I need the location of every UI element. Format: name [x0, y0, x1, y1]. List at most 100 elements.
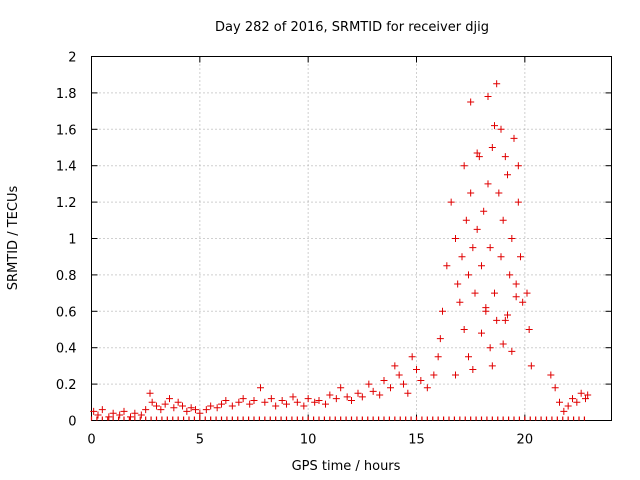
data-point — [354, 389, 362, 397]
data-point — [454, 280, 462, 288]
data-point — [120, 407, 128, 415]
data-point — [261, 398, 269, 406]
data-point — [434, 353, 442, 361]
axis-ticks: 00.20.40.60.811.21.41.61.820 5 10 15 20 — [56, 51, 612, 448]
data-point — [527, 362, 535, 370]
data-point — [408, 353, 416, 361]
data-point — [471, 289, 479, 297]
data-point — [584, 391, 592, 399]
grid — [91, 56, 612, 421]
data-point — [404, 389, 412, 397]
data-point — [207, 402, 215, 410]
data-point — [465, 353, 472, 361]
data-point — [488, 144, 496, 151]
data-point — [213, 404, 221, 412]
y-tick-label: 0.2 — [56, 378, 77, 393]
data-point — [289, 393, 297, 401]
data-point — [504, 171, 511, 179]
data-point — [137, 411, 145, 419]
data-point — [495, 189, 503, 197]
data-point — [395, 371, 403, 379]
data-point — [267, 395, 275, 403]
x-tick-label: 10 — [300, 433, 317, 448]
data-point — [473, 225, 481, 233]
data-point — [109, 409, 117, 417]
data-point — [250, 396, 258, 404]
data-point — [322, 400, 329, 408]
data-point — [228, 402, 236, 410]
data-point — [475, 153, 483, 161]
data-point — [456, 298, 464, 306]
data-point — [337, 384, 345, 392]
data-point — [460, 326, 468, 333]
data-point — [105, 413, 113, 421]
data-point — [311, 398, 319, 406]
data-point — [577, 389, 585, 397]
data-point — [551, 384, 559, 392]
data-point — [332, 395, 340, 403]
data-point — [365, 380, 373, 388]
data-point — [179, 402, 186, 410]
data-point — [246, 400, 254, 408]
data-point — [478, 329, 485, 337]
data-point — [348, 396, 355, 404]
data-point — [278, 396, 286, 404]
data-point — [525, 326, 533, 333]
data-point — [517, 253, 524, 261]
data-point — [300, 402, 308, 410]
data-point — [174, 398, 182, 406]
data-point — [116, 411, 124, 419]
chart-title: Day 282 of 2016, SRMTID for receiver dji… — [215, 20, 489, 35]
data-point — [486, 344, 494, 352]
x-tick-label: 20 — [517, 433, 534, 448]
data-point — [499, 340, 507, 348]
data-point — [148, 398, 156, 406]
data-point — [510, 134, 518, 142]
data-point — [499, 216, 507, 224]
data-point — [413, 366, 420, 374]
y-tick-label: 0.8 — [56, 269, 77, 284]
x-tick-label: 5 — [196, 433, 204, 448]
data-point — [460, 162, 468, 170]
y-tick-label: 1 — [68, 233, 76, 248]
data-point — [202, 406, 210, 414]
data-point — [469, 244, 477, 252]
data-point — [514, 198, 522, 206]
data-point — [556, 398, 563, 406]
data-point — [547, 371, 555, 379]
data-point — [452, 235, 459, 242]
data-point — [512, 280, 520, 288]
data-point — [467, 98, 475, 106]
y-tick-label: 1.4 — [56, 160, 77, 175]
data-point — [582, 395, 589, 403]
y-tick-label: 0 — [68, 415, 76, 430]
data-point — [192, 406, 199, 414]
data-point — [436, 335, 444, 343]
data-point — [417, 376, 425, 384]
data-point — [187, 404, 195, 412]
data-point — [283, 400, 290, 408]
data-point — [94, 411, 102, 419]
data-point — [480, 207, 488, 215]
data-point — [161, 400, 169, 408]
data-point — [458, 253, 466, 261]
y-axis-label: SRMTID / TECUs — [6, 186, 21, 291]
data-point — [504, 311, 511, 319]
data-point — [508, 347, 516, 355]
data-point — [272, 402, 280, 410]
data-point — [146, 389, 154, 397]
data-point — [493, 80, 501, 88]
data-point — [497, 253, 505, 261]
data-point — [315, 396, 323, 404]
data-point — [560, 407, 568, 415]
data-point — [166, 395, 173, 403]
data-point — [512, 293, 520, 301]
data-point — [447, 198, 455, 206]
data-point — [523, 289, 531, 297]
data-point — [218, 400, 225, 408]
y-tick-label: 0.4 — [56, 342, 77, 357]
data-point — [569, 395, 576, 403]
y-tick-label: 2 — [68, 51, 76, 66]
data-point — [486, 244, 494, 252]
data-point — [326, 391, 334, 399]
